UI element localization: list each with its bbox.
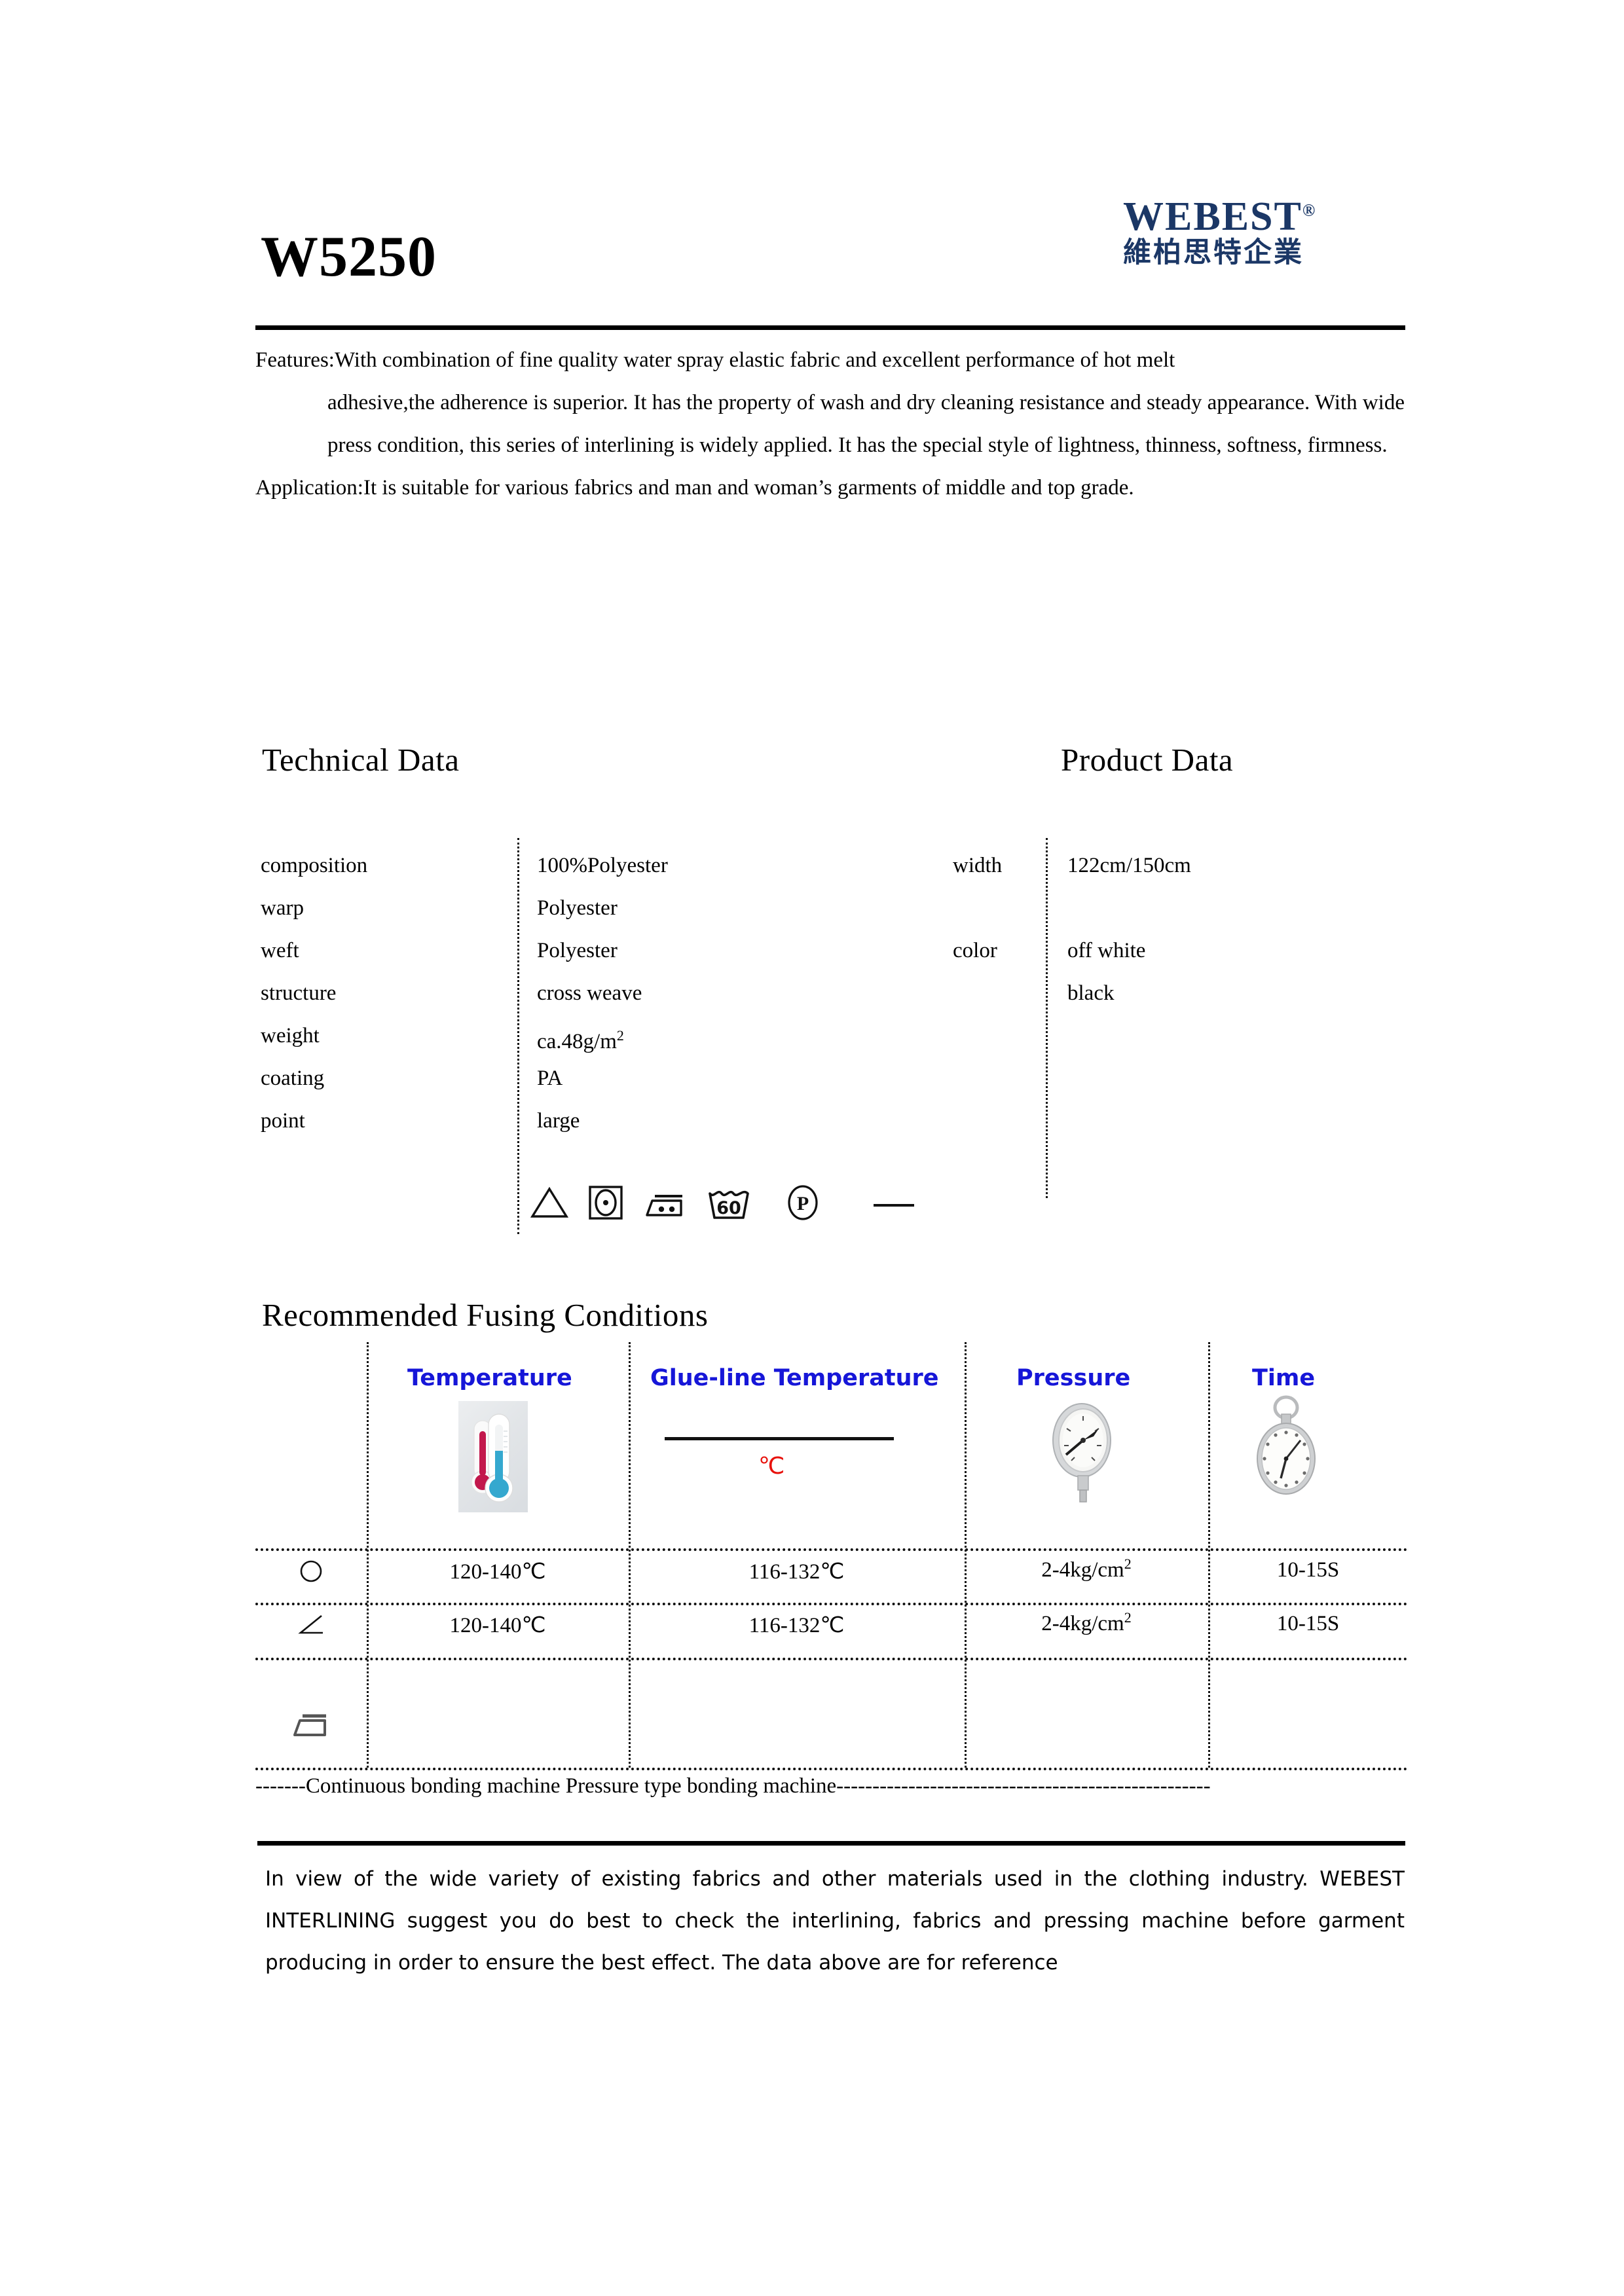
tech-label-weight: weight <box>261 1024 320 1048</box>
pressure-gauge-image <box>1043 1394 1125 1507</box>
tech-value-weight-exponent: 2 <box>616 1027 624 1044</box>
header-divider <box>255 325 1405 330</box>
fusing-row2-machine-icon <box>255 1612 367 1637</box>
logo-word-text: WEBEST <box>1123 194 1302 239</box>
technical-data-title: Technical Data <box>262 742 460 778</box>
fusing-header-pressure: Pressure <box>1016 1365 1131 1391</box>
glue-line-rule-icon <box>665 1437 894 1440</box>
fusing-row1-pressure: 2-4kg/cm2 <box>965 1556 1208 1582</box>
fusing-row2-temperature: 120-140℃ <box>449 1614 546 1637</box>
fusing-footnote: -------Continuous bonding machine Pressu… <box>255 1774 1211 1798</box>
tech-value-structure: cross weave <box>537 981 642 1005</box>
fusing-col-divider-2 <box>629 1342 631 1768</box>
fusing-col-divider-1 <box>367 1342 369 1768</box>
logo-wordmark: WEBEST® <box>1123 196 1405 237</box>
fusing-header-glue-line-temperature: Glue-line Temperature <box>650 1365 939 1391</box>
document-header: W5250 WEBEST® 維柏思特企業 <box>255 196 1405 327</box>
fusing-row1-pressure-exponent: 2 <box>1124 1556 1132 1572</box>
application-paragraph: Application:It is suitable for various f… <box>255 476 1134 500</box>
dash-icon <box>871 1196 917 1209</box>
features-label: Features: <box>255 348 335 372</box>
fusing-conditions-table: Temperature Glue-line Temperature Pressu… <box>255 1342 1408 1770</box>
tech-label-point: point <box>261 1109 305 1133</box>
page-title: W5250 <box>261 225 437 289</box>
disclaimer-text: In view of the wide variety of existing … <box>265 1867 1405 1975</box>
wash-tub-60-icon: 60 <box>706 1184 752 1221</box>
product-value-color-black: black <box>1067 981 1115 1005</box>
recommended-fusing-title: Recommended Fusing Conditions <box>262 1297 709 1333</box>
product-value-width: 122cm/150cm <box>1067 854 1191 877</box>
tech-value-weft: Polyester <box>537 939 618 962</box>
fusing-row-divider-2 <box>255 1603 1408 1605</box>
fusing-row1-machine-icon <box>255 1558 367 1584</box>
bleach-triangle-icon <box>530 1186 568 1219</box>
fusing-col-divider-4 <box>1208 1342 1210 1768</box>
fusing-row3-machine-icon <box>255 1709 367 1739</box>
disclaimer-divider <box>257 1841 1405 1846</box>
product-label-color: color <box>953 939 997 962</box>
wash-tub-temp-text: 60 <box>716 1198 741 1218</box>
features-line1: With combination of fine quality water s… <box>334 348 1175 372</box>
tech-value-composition: 100%Polyester <box>537 854 668 877</box>
fusing-row1-glue-line-temperature: 116-132℃ <box>748 1560 845 1584</box>
fusing-row-divider-3 <box>255 1658 1408 1660</box>
features-rest: adhesive,the adherence is superior. It h… <box>327 391 1405 457</box>
tech-value-point: large <box>537 1109 580 1133</box>
stopwatch-image <box>1246 1393 1328 1506</box>
tech-value-weight-text: ca.48g/m <box>537 1030 617 1053</box>
features-paragraph: Features:With combination of fine qualit… <box>255 339 1405 467</box>
tech-value-coating: PA <box>537 1066 563 1090</box>
technical-product-data-grid: composition warp weft structure weight c… <box>255 838 1408 1237</box>
tech-label-composition: composition <box>261 854 368 877</box>
product-column-divider <box>1046 838 1048 1198</box>
webest-logo: WEBEST® 維柏思特企業 <box>1123 196 1405 268</box>
product-data-title: Product Data <box>1061 742 1234 778</box>
fusing-row2-time: 10-15S <box>1276 1612 1340 1635</box>
thermometer-image <box>458 1401 528 1512</box>
fusing-row2-glue-line-temperature: 116-132℃ <box>748 1614 845 1637</box>
tech-label-coating: coating <box>261 1066 325 1090</box>
fusing-row1-pressure-text: 2-4kg/cm <box>1041 1558 1124 1582</box>
dry-clean-p-icon: P <box>786 1184 820 1222</box>
product-value-color-offwhite: off white <box>1067 939 1146 962</box>
logo-chinese-name: 維柏思特企業 <box>1123 236 1304 269</box>
fusing-row-divider-4 <box>255 1768 1408 1770</box>
fusing-row2-pressure: 2-4kg/cm2 <box>965 1609 1208 1636</box>
fusing-row1-time: 10-15S <box>1276 1558 1340 1582</box>
iron-two-dots-icon <box>643 1186 686 1219</box>
fusing-header-temperature: Temperature <box>407 1365 572 1391</box>
registered-trademark-icon: ® <box>1302 200 1316 220</box>
tech-label-weft: weft <box>261 939 299 962</box>
product-label-width: width <box>953 854 1003 877</box>
fusing-header-time: Time <box>1252 1365 1316 1391</box>
fusing-row2-pressure-exponent: 2 <box>1124 1609 1132 1626</box>
care-symbols-row: 60 P <box>530 1184 917 1222</box>
fusing-col-divider-3 <box>965 1342 967 1768</box>
tech-value-warp: Polyester <box>537 896 618 920</box>
fusing-row2-pressure-text: 2-4kg/cm <box>1041 1612 1124 1635</box>
tech-value-weight: ca.48g/m2 <box>537 1023 624 1055</box>
fusing-row1-temperature: 120-140℃ <box>449 1560 546 1584</box>
tech-label-structure: structure <box>261 981 337 1005</box>
tumble-dry-icon <box>588 1185 623 1220</box>
glue-line-unit: ℃ <box>758 1453 785 1479</box>
fusing-row-divider-1 <box>255 1548 1408 1551</box>
tech-label-warp: warp <box>261 896 304 920</box>
technical-column-divider <box>517 838 519 1234</box>
intro-text-block: Features:With combination of fine qualit… <box>255 339 1405 509</box>
dry-clean-letter: P <box>797 1193 809 1214</box>
